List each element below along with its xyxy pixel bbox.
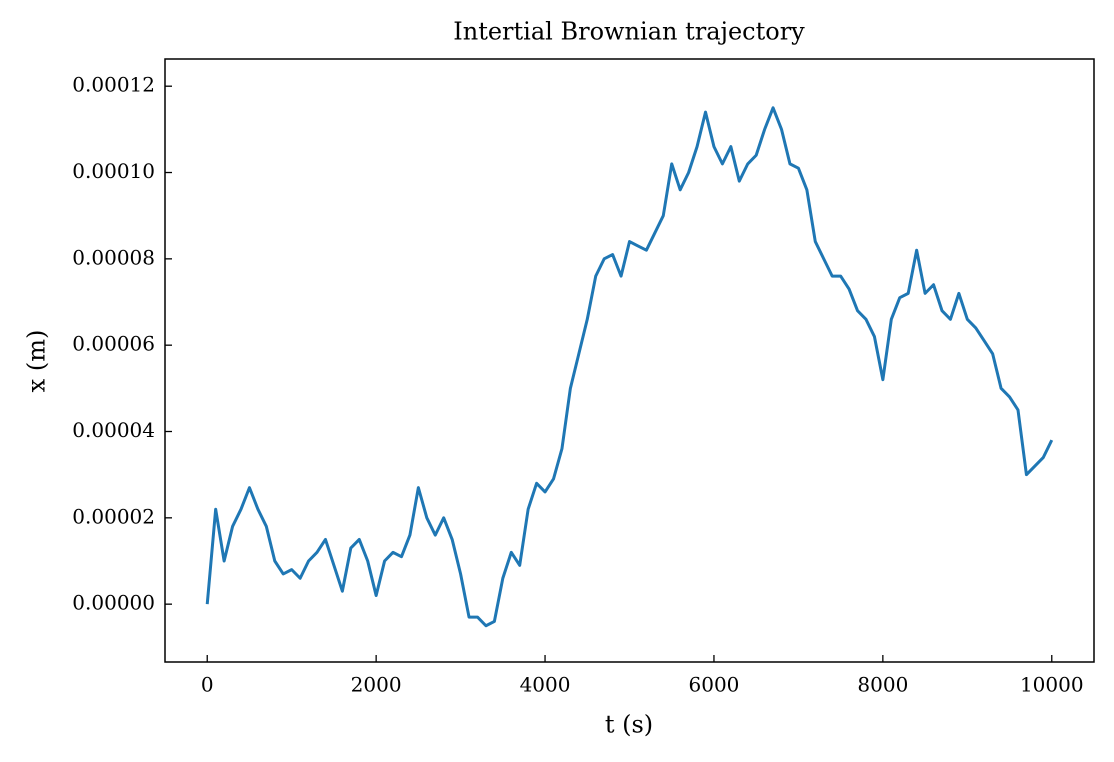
y-tick-label: 0.00010 [72, 159, 155, 183]
x-tick-label: 4000 [520, 673, 571, 697]
y-tick-label: 0.00002 [72, 504, 155, 528]
y-axis-label: x (m) [23, 330, 51, 393]
y-tick-label: 0.00008 [72, 245, 155, 269]
y-tick-label: 0.00012 [72, 73, 155, 97]
plot-frame [164, 58, 1095, 663]
chart-title: Intertial Brownian trajectory [453, 18, 805, 46]
x-tick-label: 8000 [857, 673, 908, 697]
y-tick-label: 0.00000 [72, 591, 155, 615]
x-axis-label: t (s) [605, 711, 653, 739]
x-tick-label: 6000 [689, 673, 740, 697]
y-tick-label: 0.00006 [72, 332, 155, 356]
x-tick-label: 0 [201, 673, 214, 697]
data-line [205, 106, 1054, 628]
x-tick-label: 2000 [351, 673, 402, 697]
y-tick-label: 0.00004 [72, 418, 155, 442]
x-tick-label: 10000 [1020, 673, 1084, 697]
